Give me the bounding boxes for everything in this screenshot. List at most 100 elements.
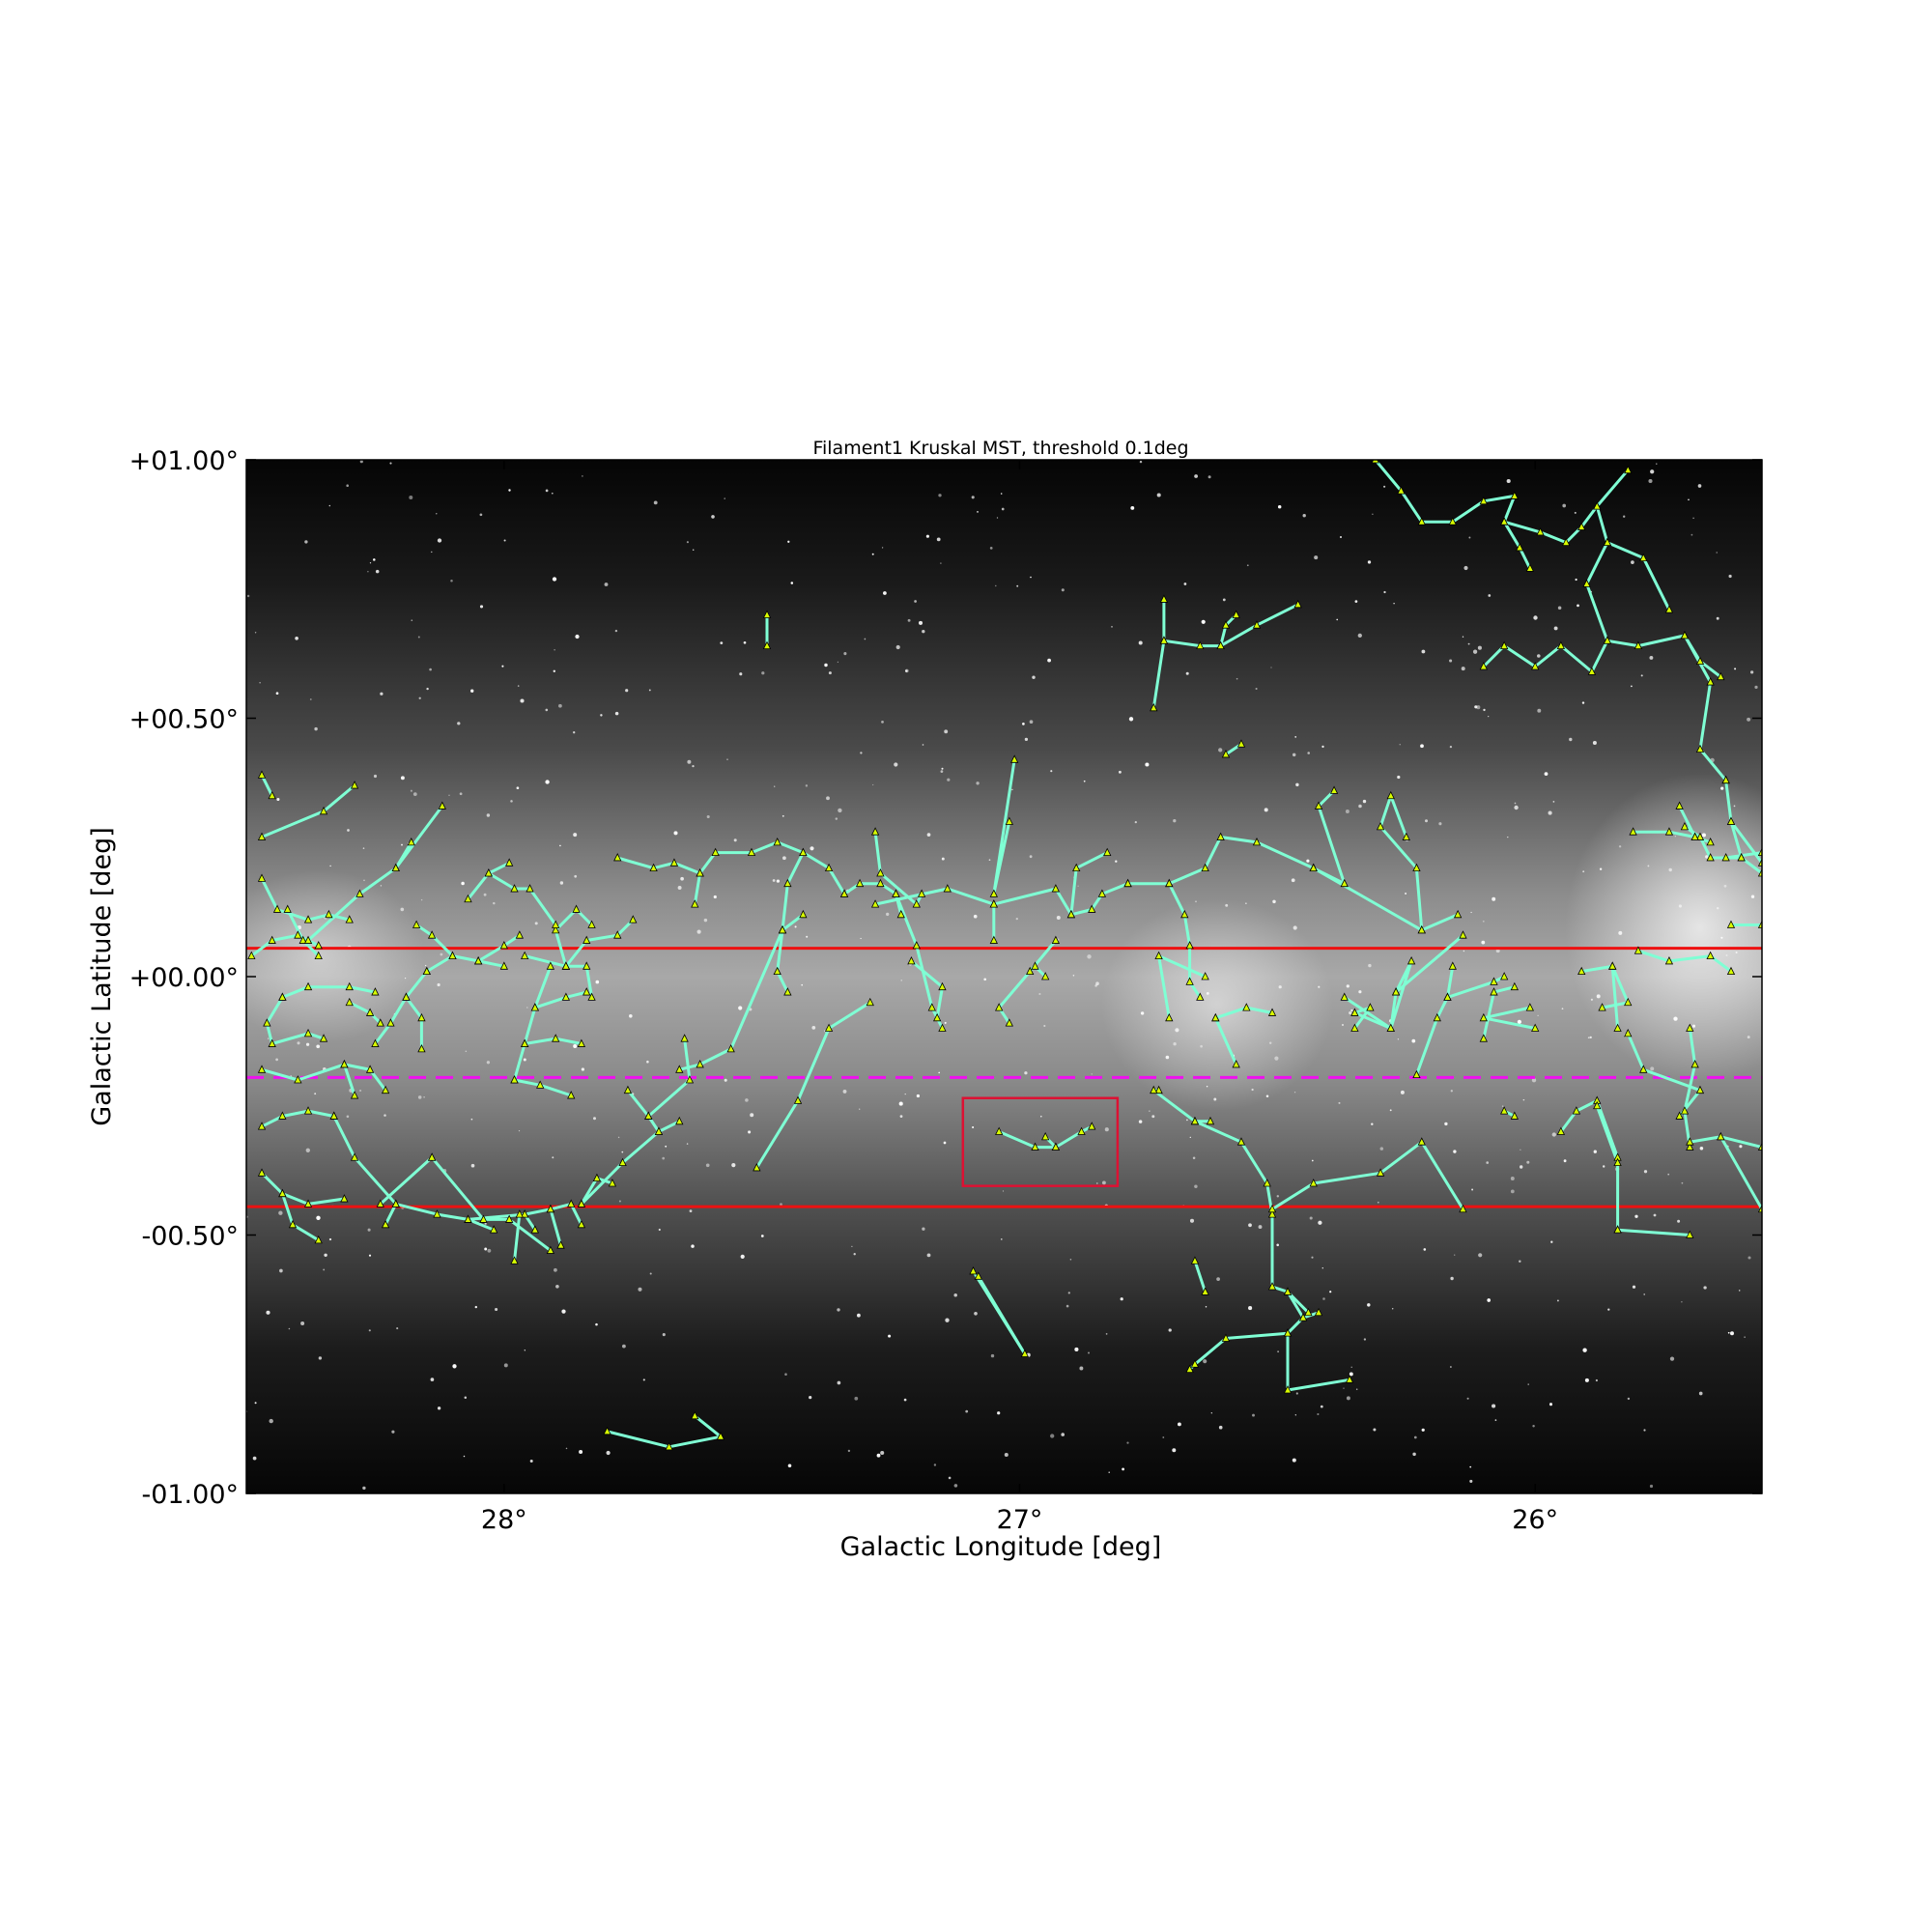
- star: [1522, 1098, 1525, 1101]
- mst-branch: [1636, 949, 1733, 974]
- mst-node: [567, 1199, 576, 1208]
- star: [1362, 799, 1367, 804]
- star: [1255, 687, 1258, 691]
- mst-node: [1721, 853, 1730, 862]
- star: [1643, 1429, 1646, 1432]
- star: [479, 513, 483, 517]
- star: [938, 494, 942, 497]
- star: [1507, 836, 1509, 838]
- mst-branch: [997, 939, 1058, 1025]
- mst-node: [762, 640, 772, 649]
- mst-branch: [394, 840, 413, 870]
- star: [996, 517, 999, 519]
- star: [1322, 1297, 1325, 1300]
- mst-node: [561, 992, 571, 1001]
- star: [953, 1484, 958, 1488]
- mst-node: [546, 1245, 555, 1254]
- mst-node: [989, 889, 998, 897]
- mst-node: [1572, 1106, 1581, 1115]
- mst-node: [1211, 1012, 1220, 1022]
- star: [380, 885, 383, 887]
- star: [899, 1115, 903, 1119]
- star: [401, 843, 403, 846]
- star: [1122, 1467, 1125, 1471]
- mst-branch: [260, 773, 274, 798]
- star: [1690, 533, 1693, 536]
- star: [842, 1089, 847, 1094]
- mst-node: [582, 961, 591, 970]
- star: [1581, 701, 1585, 704]
- star: [1277, 1350, 1279, 1353]
- star: [1277, 504, 1282, 509]
- mst-node: [1350, 1008, 1359, 1016]
- mst-node: [521, 1038, 529, 1047]
- mst-node: [912, 899, 921, 908]
- mst-node: [530, 1003, 540, 1011]
- star: [824, 663, 828, 668]
- mst-node: [1340, 992, 1349, 1001]
- mst-node: [1201, 972, 1209, 980]
- star: [275, 1058, 278, 1062]
- star: [794, 925, 797, 928]
- mst-node: [1686, 1023, 1694, 1032]
- star: [252, 1456, 257, 1461]
- star: [436, 513, 438, 515]
- star: [1449, 659, 1453, 663]
- mst-node: [1500, 517, 1509, 526]
- star: [305, 1042, 310, 1046]
- star: [1162, 1436, 1165, 1438]
- mst-node: [1479, 496, 1488, 505]
- star: [907, 618, 911, 622]
- star: [1595, 1378, 1599, 1382]
- mst-node: [1629, 827, 1637, 836]
- mst-node: [773, 838, 781, 846]
- mst-node: [1664, 605, 1674, 613]
- mst-node: [1165, 878, 1174, 888]
- mst-branch: [1683, 1027, 1697, 1150]
- star: [806, 935, 809, 938]
- mst-node: [1433, 1012, 1441, 1022]
- star: [750, 1113, 754, 1118]
- star: [1245, 902, 1247, 904]
- mst-node: [402, 992, 411, 1001]
- star: [1074, 1347, 1079, 1351]
- star: [1688, 498, 1690, 501]
- star: [1647, 865, 1650, 867]
- star: [1194, 474, 1198, 478]
- mst-node: [1525, 563, 1534, 572]
- star: [429, 668, 432, 671]
- mst-node: [1309, 863, 1318, 872]
- star: [1225, 903, 1229, 907]
- star: [288, 1327, 291, 1330]
- mst-node: [247, 951, 256, 959]
- mst-node: [1639, 553, 1648, 562]
- star: [1472, 649, 1478, 654]
- star: [1643, 1170, 1648, 1174]
- mst-node: [1726, 816, 1736, 825]
- star: [1004, 1452, 1009, 1458]
- mst-node: [303, 1199, 313, 1208]
- star: [838, 808, 842, 813]
- mst-node: [1267, 1008, 1277, 1016]
- star: [346, 1115, 350, 1119]
- star: [1248, 1223, 1252, 1228]
- mst-node: [696, 868, 704, 877]
- star: [1276, 1243, 1279, 1247]
- mst-node: [505, 1214, 514, 1223]
- star: [1050, 770, 1053, 773]
- star: [359, 460, 363, 464]
- star: [1138, 1120, 1143, 1123]
- star: [483, 893, 487, 896]
- mst-node: [1680, 631, 1690, 639]
- mst-node: [1412, 863, 1421, 872]
- mst-node: [613, 930, 622, 939]
- star: [1173, 819, 1177, 823]
- mst-node: [340, 1060, 349, 1068]
- star: [520, 698, 525, 703]
- star: [459, 792, 463, 796]
- mst-node: [294, 1075, 302, 1084]
- star: [440, 952, 443, 956]
- star: [1631, 560, 1634, 564]
- star: [944, 729, 949, 734]
- star: [933, 1463, 937, 1466]
